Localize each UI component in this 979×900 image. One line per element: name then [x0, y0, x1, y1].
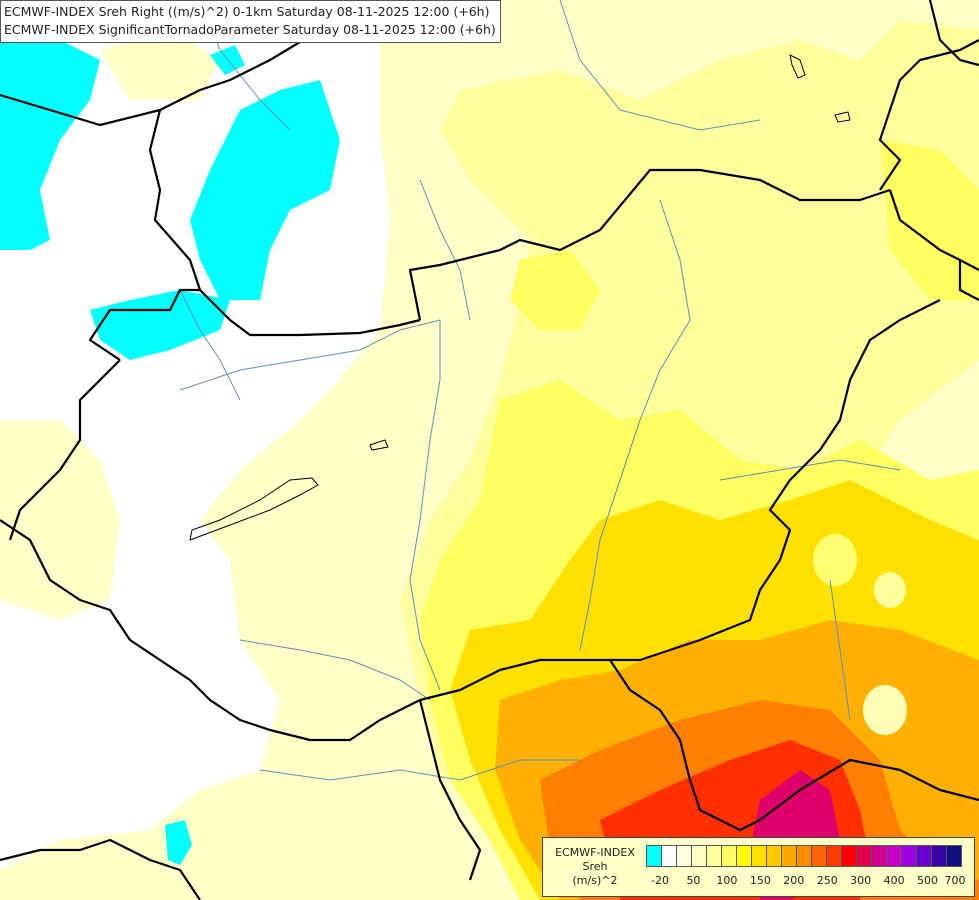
legend-title-line1: ECMWF-INDEX: [555, 846, 635, 859]
legend-swatch: [842, 846, 857, 866]
legend-swatch: [932, 846, 947, 866]
river-vistula: [559, 0, 761, 131]
lakes-layer: [189, 54, 851, 541]
border-austria-slovenia: [0, 519, 421, 742]
legend-swatch: [797, 846, 812, 866]
legend-swatch: [677, 846, 692, 866]
map-title-box: ECMWF-INDEX Sreh Right ((m/s)^2) 0-1km S…: [0, 0, 501, 43]
border-ne-corner: [928, 0, 979, 67]
cyan-area-bohemia: [90, 290, 230, 360]
pale-yellow-area-3: [100, 30, 220, 100]
title-line-stp: ECMWF-INDEX SignificantTornadoParameter …: [4, 22, 496, 37]
legend-swatch: [722, 846, 737, 866]
border-italy: [0, 838, 201, 900]
legend-swatch: [767, 846, 782, 866]
legend-swatch: [782, 846, 797, 866]
legend-swatch: [872, 846, 887, 866]
legend-title: ECMWF-INDEX Sreh (m/s)^2: [547, 846, 643, 888]
color-legend: ECMWF-INDEX Sreh (m/s)^2 -20 50 100 150 200 2…: [542, 837, 975, 897]
legend-tick-label: 500: [917, 874, 939, 887]
title-line-sreh: ECMWF-INDEX Sreh Right ((m/s)^2) 0-1km S…: [4, 4, 490, 19]
lake-small-1: [369, 439, 389, 451]
border-romania-north: [878, 39, 979, 191]
legend-tick-label: 100: [716, 874, 738, 887]
legend-swatches: [646, 845, 962, 867]
legend-swatch: [902, 846, 917, 866]
river-tisza: [579, 199, 691, 651]
border-bosnia: [418, 699, 482, 881]
pale-yellow-area-2: [0, 420, 120, 620]
legend-swatch: [662, 846, 677, 866]
legend-swatch: [647, 846, 662, 866]
legend-swatch: [812, 846, 827, 866]
river-sava: [259, 759, 580, 781]
river-olt: [829, 579, 851, 721]
border-slovakia-poland: [408, 168, 891, 321]
yellow-area-ne: [880, 140, 979, 300]
legend-swatch: [917, 846, 932, 866]
river-drava: [239, 639, 431, 701]
legend-tick-label: -20: [651, 874, 669, 887]
legend-swatch: [737, 846, 752, 866]
legend-ticks: -20 50 100 150 200 250 300 400 500 700: [646, 874, 966, 888]
legend-tick-label: 700: [944, 874, 966, 887]
yellow-area-north: [510, 250, 600, 330]
border-croatia-serbia: [419, 658, 761, 832]
legend-swatch: [752, 846, 767, 866]
legend-swatch: [947, 846, 962, 866]
legend-tick-label: 250: [816, 874, 838, 887]
lake-small-3: [834, 111, 851, 123]
lake-small-2: [789, 54, 806, 79]
legend-tick-label: 400: [883, 874, 905, 887]
river-mures: [719, 459, 901, 481]
pale-spot-3: [813, 534, 857, 586]
border-bulgaria: [759, 758, 979, 821]
legend-title-line3: (m/s)^2: [572, 874, 618, 887]
legend-tick-label: 50: [686, 874, 701, 887]
lake-balaton: [189, 477, 319, 541]
legend-swatch: [857, 846, 872, 866]
border-ukraine: [888, 189, 979, 271]
legend-tick-label: 300: [850, 874, 872, 887]
cyan-area-west: [0, 30, 100, 250]
river-danube: [179, 319, 441, 691]
legend-tick-label: 150: [749, 874, 771, 887]
border-hungary-west: [8, 359, 121, 541]
border-czech-slovakia: [199, 289, 421, 337]
legend-swatch: [692, 846, 707, 866]
border-moldova: [958, 260, 979, 301]
pale-spot: [863, 685, 907, 735]
legend-tick-label: 200: [783, 874, 805, 887]
legend-title-line2: Sreh: [582, 860, 608, 873]
legend-swatch: [887, 846, 902, 866]
legend-swatch: [827, 846, 842, 866]
river-morava: [179, 289, 241, 401]
river-vah: [419, 179, 471, 321]
cyan-area-central: [190, 80, 340, 300]
cyan-area-small: [165, 820, 192, 865]
border-hungary-romania: [610, 299, 941, 662]
legend-swatch: [707, 846, 722, 866]
pale-spot-2: [874, 572, 906, 608]
